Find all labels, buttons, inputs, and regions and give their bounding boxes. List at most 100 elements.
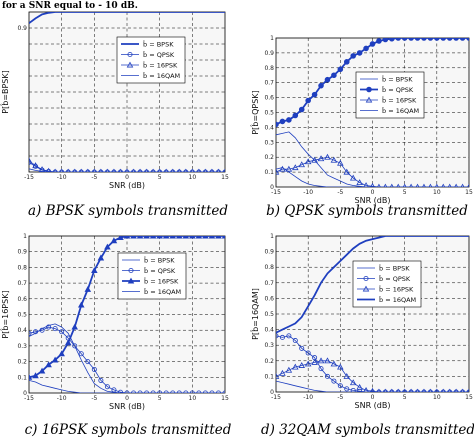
legend-label: b̂ = 16QAM	[382, 107, 420, 115]
y-tick-label: 0.1	[264, 169, 274, 176]
data-point	[370, 182, 375, 187]
data-point	[363, 387, 369, 392]
x-tick-label: 15	[465, 189, 473, 196]
y-tick-label: 0	[23, 390, 27, 397]
legend-label: b̂ = BPSK	[382, 75, 414, 83]
data-point	[305, 350, 311, 356]
x-tick-label: 10	[433, 189, 441, 196]
data-point	[286, 117, 292, 123]
legend-marker	[127, 277, 135, 284]
y-axis-label: P[b̂=BPSK]	[0, 70, 10, 113]
y-tick-label: 0.5	[17, 312, 27, 319]
data-point	[382, 38, 389, 43]
series-line	[29, 326, 225, 393]
data-point	[77, 301, 85, 308]
y-axis-label: P[b̂=QPSK]	[250, 90, 260, 134]
data-point	[428, 388, 433, 392]
y-tick-label: 0.4	[17, 327, 27, 334]
data-point	[38, 367, 46, 374]
data-point	[276, 333, 279, 339]
data-point	[337, 66, 344, 73]
data-point	[460, 388, 465, 392]
y-tick-label: 0.8	[264, 264, 274, 271]
series-line	[276, 131, 469, 187]
data-point	[389, 388, 394, 392]
data-point	[356, 50, 363, 56]
y-tick-label: 0.9	[264, 249, 274, 256]
series-0	[29, 380, 225, 393]
data-point	[149, 236, 157, 239]
data-point	[136, 236, 144, 239]
legend-marker	[128, 267, 134, 273]
data-point	[324, 76, 331, 83]
series-line	[276, 335, 469, 392]
x-tick-label: -15	[24, 174, 34, 181]
data-point	[337, 363, 344, 370]
data-point	[97, 254, 105, 261]
y-tick-label: 0.3	[264, 342, 274, 349]
data-point	[344, 386, 350, 392]
data-point	[117, 236, 124, 241]
data-point	[434, 38, 440, 41]
y-tick-label: 0.1	[264, 373, 274, 380]
data-point	[453, 38, 459, 41]
data-point	[350, 53, 357, 59]
x-tick-label: -10	[57, 174, 67, 181]
legend-label: b̂ = QPSK	[144, 267, 176, 275]
data-point	[414, 38, 421, 41]
series-0	[276, 167, 469, 187]
data-point	[85, 359, 91, 365]
data-point	[46, 167, 51, 172]
legend-label: b̂ = 16PSK	[144, 277, 180, 285]
data-point	[130, 236, 137, 239]
series-2	[276, 357, 469, 392]
data-point	[383, 388, 388, 392]
legend-label: b̂ = 16PSK	[143, 61, 179, 69]
data-point	[467, 388, 469, 392]
data-point	[299, 345, 305, 351]
data-point	[29, 157, 33, 164]
data-point	[292, 164, 299, 171]
x-tick-label: -15	[271, 189, 281, 196]
legend-label: b̂ = BPSK	[143, 40, 175, 48]
y-tick-label: 0.7	[264, 80, 274, 87]
y-tick-label: 0.4	[264, 124, 274, 131]
data-point	[369, 41, 376, 47]
data-point	[298, 161, 306, 168]
x-tick-label: 0	[371, 394, 375, 401]
data-point	[279, 165, 286, 172]
x-axis-label: SNR (dB)	[355, 196, 391, 205]
y-tick-label: 0.9	[17, 25, 27, 32]
x-tick-label: 5	[403, 394, 407, 401]
data-point	[343, 59, 350, 65]
data-point	[276, 372, 280, 379]
data-point	[276, 168, 280, 175]
data-point	[440, 38, 447, 41]
data-point	[84, 285, 92, 292]
x-tick-label: 10	[189, 395, 197, 402]
x-tick-label: -5	[91, 395, 97, 402]
data-point	[331, 72, 337, 79]
data-point	[305, 97, 311, 104]
x-tick-label: -10	[303, 394, 313, 401]
data-point	[46, 324, 52, 330]
data-point	[292, 338, 298, 344]
x-tick-label: -5	[337, 394, 343, 401]
data-point	[221, 236, 225, 239]
y-tick-label: 0	[270, 389, 274, 396]
x-tick-label: 0	[371, 189, 375, 196]
y-tick-label: 0	[270, 184, 274, 191]
x-tick-label: 0	[125, 174, 129, 181]
y-tick-label: 0.5	[264, 311, 274, 318]
data-point	[337, 383, 343, 389]
data-point	[304, 360, 312, 367]
data-point	[395, 38, 402, 41]
legend: b̂ = BPSK b̂ = QPSK b̂ = 16PSK b̂ = 16QAM	[116, 36, 186, 84]
panel-caption: c) 16PSK symbols transmitted	[25, 422, 232, 438]
x-tick-label: 5	[158, 395, 162, 402]
y-tick-label: 1	[23, 233, 27, 240]
y-tick-label: 0.6	[264, 95, 274, 102]
data-point	[169, 236, 177, 239]
data-point	[408, 38, 414, 41]
data-point	[215, 236, 222, 239]
